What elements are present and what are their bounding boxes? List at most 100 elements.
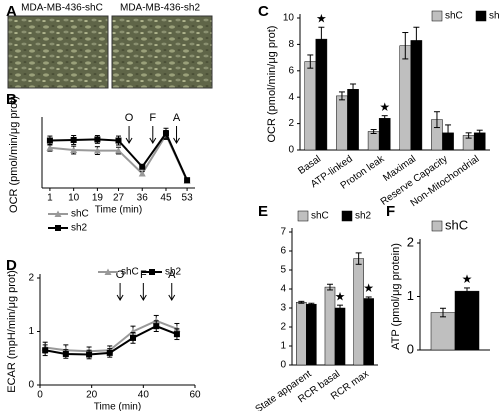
legend-label: shC xyxy=(121,267,139,278)
point xyxy=(106,349,113,356)
annotation: F xyxy=(149,112,156,124)
point xyxy=(46,144,54,151)
annotation-arrowhead xyxy=(173,137,180,144)
micrograph xyxy=(7,15,109,89)
bar xyxy=(324,286,336,366)
y-tick-label: 2 xyxy=(288,118,294,129)
y-tick-label: 1 xyxy=(407,288,414,303)
micrograph xyxy=(111,15,213,89)
annotation: F xyxy=(140,269,147,281)
point xyxy=(162,130,169,137)
legend-label: shC xyxy=(311,211,329,222)
x-tick-label: 27 xyxy=(113,193,125,204)
legend-label: shC xyxy=(445,11,463,22)
annotation: A xyxy=(168,269,176,281)
legend-label: sh2 xyxy=(71,223,88,234)
annotation-arrowhead xyxy=(125,137,133,144)
significance-star: ★ xyxy=(335,289,346,303)
y-tick-label: 0 xyxy=(288,145,294,156)
annotation: O xyxy=(116,269,125,281)
legend-swatch xyxy=(431,220,443,232)
bar xyxy=(353,258,364,366)
legend-marker xyxy=(54,210,62,217)
bar xyxy=(454,290,480,351)
annotation-arrowhead xyxy=(149,137,157,144)
image-label: MDA-MB-436-shC xyxy=(21,3,103,14)
significance-star: ★ xyxy=(379,100,390,114)
point xyxy=(173,331,180,338)
bar xyxy=(347,89,359,151)
y-tick-label: 3 xyxy=(280,303,286,314)
y-tick-label: 2 xyxy=(280,322,286,333)
point xyxy=(153,323,160,330)
y-tick-label: 0 xyxy=(407,341,414,356)
legend-label: sh2 xyxy=(165,267,182,278)
point xyxy=(94,136,101,143)
y-tick-label: 10 xyxy=(283,13,295,24)
image-label: MDA-MB-436-sh2 xyxy=(120,3,200,14)
y-axis-label: OCR (pmol/min/μg prot) xyxy=(266,26,278,143)
point xyxy=(86,351,93,358)
legend-swatch xyxy=(297,210,309,222)
point xyxy=(70,146,78,154)
bar xyxy=(363,298,374,366)
legend-swatch xyxy=(475,10,487,22)
x-tick-label: 45 xyxy=(160,193,172,204)
bar xyxy=(367,131,380,151)
legend-label: sh2 xyxy=(489,11,500,22)
annotation: A xyxy=(173,112,181,124)
annotation-arrowhead xyxy=(116,294,124,301)
bar xyxy=(304,61,317,151)
x-tick-label: 53 xyxy=(182,193,194,204)
x-tick-label: 36 xyxy=(137,193,149,204)
annotation-arrowhead xyxy=(139,294,147,301)
point xyxy=(184,177,191,184)
point xyxy=(138,169,146,177)
y-axis-label: ATP (pmol/μg protein) xyxy=(390,243,402,350)
x-tick-label: 1 xyxy=(47,193,53,204)
bar xyxy=(410,40,423,151)
panel-letter: C xyxy=(258,3,269,20)
annotation: O xyxy=(125,112,134,124)
legend-swatch xyxy=(341,210,353,222)
x-axis-label: Time (min) xyxy=(94,402,141,411)
y-tick-label: 2 xyxy=(407,234,414,249)
x-tick-label: 20 xyxy=(86,390,98,401)
bar xyxy=(296,302,307,366)
point xyxy=(42,347,49,354)
legend-swatch xyxy=(431,10,443,22)
point xyxy=(115,147,122,154)
legend-label: shC xyxy=(445,217,468,232)
panel-letter: A xyxy=(6,3,17,20)
x-tick-label: 0 xyxy=(37,390,43,401)
point xyxy=(62,350,69,357)
legend-marker xyxy=(104,268,112,275)
point xyxy=(130,334,136,341)
bar xyxy=(315,38,328,151)
point xyxy=(46,137,53,144)
y-tick-label: 4 xyxy=(280,284,286,295)
x-tick-label: 40 xyxy=(138,390,150,401)
bar xyxy=(430,312,456,351)
bar xyxy=(334,307,346,366)
y-tick-label: 8 xyxy=(288,39,294,50)
y-tick-label: 4 xyxy=(288,92,294,103)
bar xyxy=(378,118,391,151)
legend-marker xyxy=(55,225,61,231)
bar xyxy=(306,303,317,366)
panel-letter: F xyxy=(386,203,395,220)
legend-label: sh2 xyxy=(355,211,372,222)
panel-letter: E xyxy=(258,203,268,220)
significance-star: ★ xyxy=(462,272,473,286)
y-axis-label: OCR (pmol/min/μg prot) xyxy=(8,96,20,213)
y-tick-label: 0 xyxy=(28,380,34,391)
bar xyxy=(399,45,412,151)
y-tick-label: 6 xyxy=(280,246,286,257)
point xyxy=(70,136,77,143)
y-tick-label: 7 xyxy=(280,227,286,238)
point xyxy=(93,147,101,154)
x-tick-label: 10 xyxy=(68,193,80,204)
panel-letter: D xyxy=(6,257,17,274)
legend-marker xyxy=(149,269,155,275)
